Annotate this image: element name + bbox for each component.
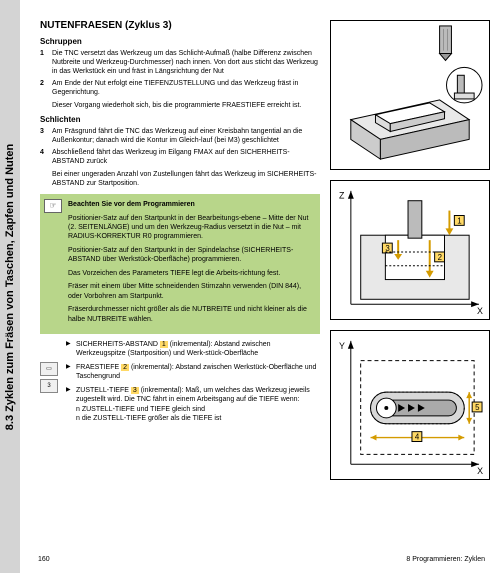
schruppen-list: 1Die TNC versetzt das Werkzeug um das Sc… [40,49,320,97]
svg-text:5: 5 [475,403,480,412]
icon-column: ▭ 3 [40,362,60,396]
page-footer: 160 8 Programmieren: Zyklen [38,556,485,563]
schlichten-4: Abschließend fährt das Werkzeug im Eilga… [52,148,320,166]
bullet-1: SICHERHEITS-ABSTAND 1 (inkremental): Abs… [66,340,320,359]
axis-y: Y [339,341,345,351]
heading-schlichten: Schlichten [40,115,320,124]
schlichten-tail: Bei einer ungeraden Anzahl von Zustellun… [52,170,320,188]
schruppen-2: Am Ende der Nut erfolgt eine TIEFENZUSTE… [52,79,320,97]
bullet-3: ZUSTELL-TIEFE 3 (inkremental): Maß, um w… [66,386,320,424]
schlichten-3: Am Fräsgrund fährt die TNC das Werkzeug … [52,127,320,145]
side-tab-text: 8.3 Zyklen zum Fräsen von Taschen, Zapfe… [4,143,16,429]
svg-text:2: 2 [438,253,442,262]
chapter-label: 8 Programmieren: Zyklen [406,556,485,563]
note-box: ☞ Beachten Sie vor dem Programmieren Pos… [40,194,320,334]
schruppen-1: Die TNC versetzt das Werkzeug um das Sch… [52,49,320,76]
heading-schruppen: Schruppen [40,37,320,46]
page-title: NUTENFRAESEN (Zyklus 3) [40,20,320,31]
axis-x2: X [477,466,483,476]
cycle-icon-1: ▭ [40,362,58,376]
note-title: Beachten Sie vor dem Programmieren [68,201,195,208]
schruppen-tail: Dieser Vorgang wiederholt sich, bis die … [52,101,320,110]
cycle-icon-2: 3 [40,379,58,393]
axis-z: Z [339,191,345,201]
svg-text:1: 1 [457,216,461,225]
side-tab: 8.3 Zyklen zum Fräsen von Taschen, Zapfe… [0,0,20,573]
param-bullets: SICHERHEITS-ABSTAND 1 (inkremental): Abs… [66,340,320,424]
schlichten-list: 3Am Fräsgrund fährt die TNC das Werkzeug… [40,127,320,166]
note-icon: ☞ [44,199,62,213]
svg-text:4: 4 [415,433,420,442]
figure-3-yx: Y X 4 [330,330,490,480]
axis-x: X [477,306,483,316]
page-number: 160 [38,556,50,563]
bullet-2: FRAESTIEFE 2 (inkremental): Abstand zwis… [66,363,320,382]
figure-1-iso [330,20,490,170]
note-p4: Fräser mit einem über Mitte schneidenden… [68,282,314,301]
note-p3: Das Vorzeichen des Parameters TIEFE legt… [68,269,314,278]
note-p5: Fräserdurchmesser nicht größer als die N… [68,305,314,324]
note-p1: Positionier-Satz auf den Startpunkt in d… [68,214,314,242]
note-p2: Positionier-Satz auf den Startpunkt in d… [68,246,314,265]
figure-2-zx: Z X 1 2 [330,180,490,320]
